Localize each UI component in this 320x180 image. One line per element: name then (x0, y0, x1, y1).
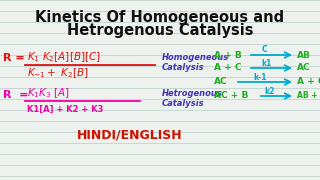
Text: AB + C: AB + C (297, 91, 320, 100)
Text: Hetrogenous Catalysis: Hetrogenous Catalysis (67, 23, 253, 38)
Text: C: C (262, 46, 268, 55)
Text: AC: AC (297, 64, 311, 73)
Text: R  =: R = (3, 90, 32, 100)
Text: Hetrogenous: Hetrogenous (162, 89, 223, 98)
Text: Catalysis: Catalysis (162, 64, 204, 73)
Text: HINDI/ENGLISH: HINDI/ENGLISH (77, 129, 183, 141)
Text: $K_1\ K_2[A][B][C]$: $K_1\ K_2[A][B][C]$ (27, 50, 101, 64)
Text: $K_{-1}+\ K_2[B]$: $K_{-1}+\ K_2[B]$ (27, 66, 89, 80)
Text: A + C: A + C (214, 64, 242, 73)
Text: A + B: A + B (214, 51, 242, 60)
Text: k2: k2 (264, 87, 274, 96)
Text: K1[A] + K2 + K3: K1[A] + K2 + K3 (27, 105, 103, 114)
Text: k1: k1 (261, 58, 271, 68)
Text: k-1: k-1 (253, 73, 267, 82)
Text: Catalysis: Catalysis (162, 98, 204, 107)
Text: R =: R = (3, 53, 28, 63)
Text: Kinetics Of Homogeneous and: Kinetics Of Homogeneous and (36, 10, 284, 25)
Text: Homogeneous: Homogeneous (162, 53, 229, 62)
Text: AC + B: AC + B (214, 91, 248, 100)
Text: $K_1K_3\ [A]$: $K_1K_3\ [A]$ (27, 86, 70, 100)
Text: AC: AC (214, 78, 228, 87)
Text: AB: AB (297, 51, 311, 60)
Text: A + C: A + C (297, 78, 320, 87)
